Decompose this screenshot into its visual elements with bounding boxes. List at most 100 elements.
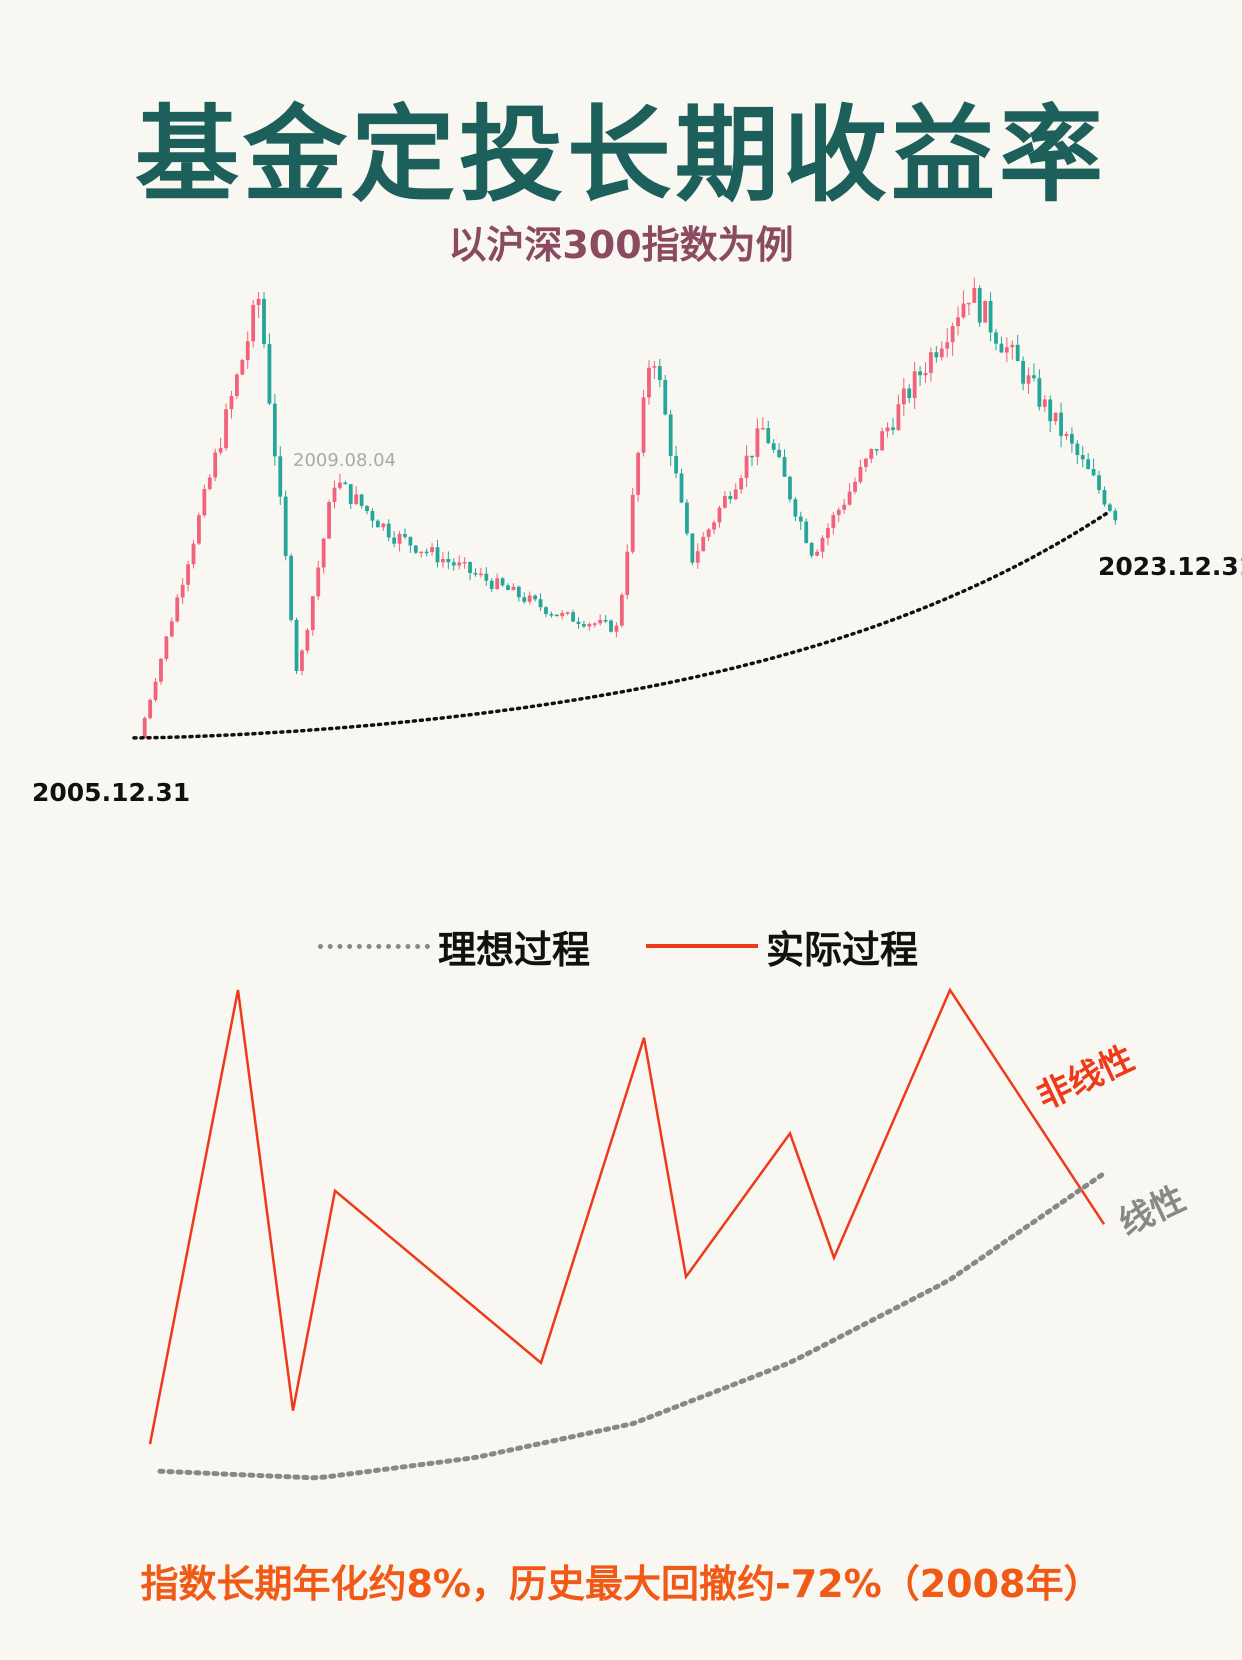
candle-body (522, 597, 527, 602)
legend-actual-label: 实际过程 (766, 927, 919, 972)
solid-line-swatch (646, 944, 758, 948)
candle-body (712, 522, 716, 530)
candle-body (782, 457, 787, 477)
candle-body (169, 621, 174, 637)
candle-body (180, 584, 185, 598)
candle-body (484, 573, 489, 581)
candle-body (240, 360, 245, 375)
candle-body (397, 533, 402, 544)
candle-body (771, 443, 776, 450)
candle-body (370, 510, 375, 521)
candle-body (842, 504, 847, 510)
candle-body (424, 551, 429, 554)
candle-body (159, 658, 163, 682)
candle-body (354, 494, 359, 504)
start-date-label: 2005.12.31 (32, 778, 191, 807)
candle-body (256, 298, 261, 306)
candle-body (527, 595, 532, 602)
candle-body (663, 380, 668, 415)
candle-body (348, 484, 353, 504)
candle-body (869, 448, 874, 459)
candle-body (826, 527, 830, 538)
candle-body (403, 533, 407, 537)
candle-body (1048, 399, 1053, 422)
candle-body (142, 718, 147, 738)
candle-body (652, 366, 657, 368)
candle-body (164, 636, 169, 659)
candle-body (679, 473, 684, 503)
candle-body (630, 494, 635, 552)
candle-body (202, 489, 207, 516)
candle-body (560, 612, 565, 617)
candlestick-chart (132, 277, 1118, 740)
candle-body (701, 536, 706, 552)
candle-body (820, 537, 825, 552)
actual-process-line (148, 987, 1106, 1445)
candle-body (278, 456, 283, 497)
candle-body (576, 621, 581, 625)
candle-body (891, 427, 895, 430)
candle-body (500, 578, 505, 586)
candle-body (1075, 443, 1080, 456)
candle-body (788, 476, 792, 500)
candle-body (999, 343, 1004, 353)
candle-body (538, 599, 543, 608)
candle-body (413, 545, 418, 553)
candle-body (641, 397, 646, 453)
candle-body (186, 564, 190, 585)
candle-body (332, 487, 337, 503)
candle-body (609, 620, 613, 632)
candle-body (592, 623, 597, 625)
candle-body (468, 562, 472, 573)
candle-body (994, 332, 998, 344)
candle-body (858, 466, 863, 482)
candle-body (229, 395, 234, 410)
candle-body (755, 428, 760, 457)
candle-body (863, 458, 868, 467)
candle-body (234, 374, 239, 396)
candle-body (392, 537, 397, 544)
candle-body (321, 538, 326, 568)
candle-body (766, 428, 771, 444)
candle-body (495, 578, 500, 589)
candle-body (571, 612, 575, 622)
candle-body (365, 505, 369, 511)
candle-body (668, 414, 673, 456)
candle-body (1004, 347, 1009, 353)
candle-body (310, 596, 315, 631)
candle-body (289, 555, 294, 620)
candle-body (516, 586, 521, 598)
candle-body (847, 491, 852, 505)
candle-body (1026, 375, 1031, 384)
candle-body (896, 404, 901, 430)
footer-note: 指数长期年化约8%，历史最大回撤约-72%（2008年） (140, 1562, 1102, 1606)
candle-body (918, 371, 922, 376)
candle-body (880, 431, 885, 451)
candle-body (983, 300, 988, 323)
candle-body (419, 551, 424, 554)
candle-body (798, 516, 803, 522)
candle-body (1032, 375, 1036, 379)
candle-body (1070, 433, 1074, 444)
candle-body (722, 496, 727, 508)
candle-body (549, 614, 554, 616)
candle-body (1021, 361, 1026, 384)
candle-body (191, 543, 196, 565)
candle-body (625, 551, 630, 595)
candle-body (300, 650, 304, 671)
candle-body (690, 533, 695, 563)
candle-body (462, 562, 467, 564)
candle-body (977, 287, 982, 323)
candle-body (1097, 475, 1101, 491)
candle-body (175, 597, 180, 622)
candle-body (760, 428, 765, 430)
candle-body (1053, 412, 1058, 422)
candle-body (343, 482, 348, 485)
candle-body (359, 494, 364, 506)
candle-body (853, 481, 857, 492)
candle-body (733, 489, 738, 500)
candle-body (224, 409, 228, 449)
candle-body (1015, 344, 1020, 362)
candle-body (636, 452, 641, 495)
candle-body (929, 352, 933, 373)
